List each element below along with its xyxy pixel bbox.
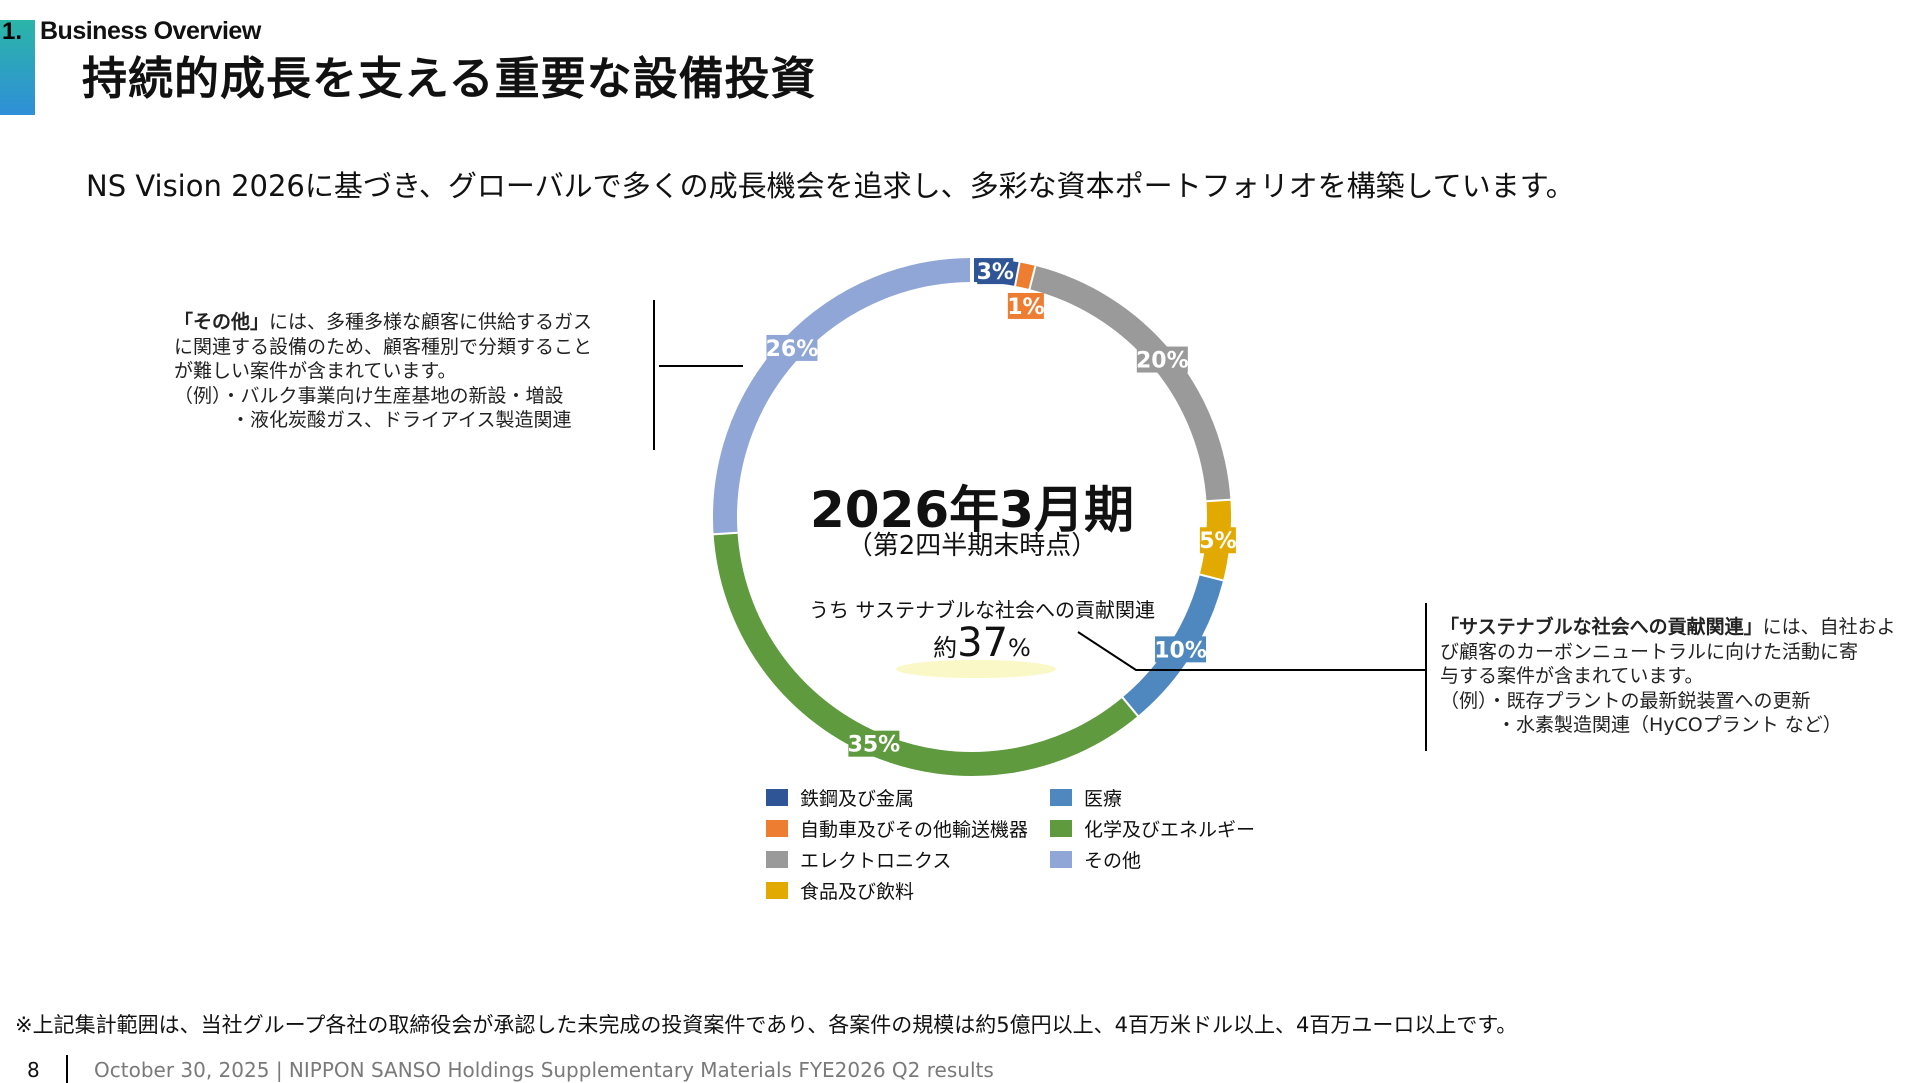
page-title: 持続的成長を支える重要な設備投資 xyxy=(82,52,817,105)
note-line: ・水素製造関連（HyCOプラント など） xyxy=(1440,714,1842,736)
donut-segment-1 xyxy=(1015,262,1037,290)
legend-swatch xyxy=(766,850,788,868)
center-period-note: （第2四半期末時点） xyxy=(846,531,1098,561)
legend-item: 医療 xyxy=(1050,785,1286,810)
legend-item: 鉄鋼及び金属 xyxy=(766,785,1050,810)
sustainable-share: 約37% xyxy=(772,620,1192,666)
sustainable-note: 「サステナブルな社会への貢献関連」には、自社およ び顧客のカーボンニュートラルに… xyxy=(1440,615,1896,738)
data-label: 20% xyxy=(1136,349,1189,374)
bracket-line xyxy=(1425,603,1427,751)
sustainable-share-label: うち サステナブルな社会への貢献関連 xyxy=(809,598,1155,622)
footer-divider xyxy=(66,1055,68,1083)
legend-label: 医療 xyxy=(1084,787,1123,810)
data-label: 5% xyxy=(1199,529,1236,554)
footer-text: October 30, 2025 | NIPPON SANSO Holdings… xyxy=(94,1058,994,1082)
legend-label: 鉄鋼及び金属 xyxy=(800,787,915,810)
note-bold: 「サステナブルな社会への貢献関連」 xyxy=(1440,616,1763,638)
legend-swatch xyxy=(1050,819,1072,837)
legend-label: 食品及び飲料 xyxy=(800,880,915,903)
note-line: （例）・バルク事業向け生産基地の新設・増設 xyxy=(174,384,564,407)
note-line: ・液化炭酸ガス、ドライアイス製造関連 xyxy=(174,409,572,431)
section-title: Business Overview xyxy=(40,17,261,45)
data-label-box xyxy=(1007,292,1044,319)
note-line: には、自社およ xyxy=(1762,616,1896,638)
legend-swatch xyxy=(766,819,788,837)
legend-swatch xyxy=(1050,788,1072,806)
note-bold: 「その他」 xyxy=(174,311,270,333)
bracket-line xyxy=(653,300,655,450)
page-subtitle: NS Vision 2026に基づき、グローバルで多くの成長機会を追求し、多彩な… xyxy=(86,169,1575,203)
legend-item: 食品及び飲料 xyxy=(766,878,1050,903)
legend-swatch xyxy=(766,881,788,899)
data-label: 1% xyxy=(1007,295,1044,320)
legend-swatch xyxy=(1050,850,1072,868)
data-label-box xyxy=(766,334,818,361)
section-number: 1. xyxy=(2,18,23,45)
highlight-ellipse xyxy=(896,660,1056,678)
center-period: 2026年3月期 xyxy=(810,481,1134,539)
other-category-note: 「その他」には、多種多様な顧客に供給するガス に関連する設備のため、顧客種別で分… xyxy=(174,310,592,433)
data-label-box xyxy=(1155,636,1207,663)
note-line: （例）・既存プラントの最新鋭装置への更新 xyxy=(1440,689,1811,712)
legend-swatch xyxy=(766,788,788,806)
share-prefix: 約 xyxy=(933,634,958,662)
share-unit: % xyxy=(1008,634,1031,662)
data-label-box xyxy=(1199,527,1236,554)
legend-label: エレクトロニクス xyxy=(800,849,952,872)
data-label-box xyxy=(977,258,1014,285)
connector-line xyxy=(659,365,743,367)
note-line: 与する案件が含まれています。 xyxy=(1440,665,1704,687)
note-line: び顧客のカーボンニュートラルに向けた活動に寄 xyxy=(1440,640,1859,663)
data-label: 3% xyxy=(977,260,1014,285)
legend-label: その他 xyxy=(1084,849,1142,872)
footnote: ※上記集計範囲は、当社グループ各社の取締役会が承認した未完成の投資案件であり、各… xyxy=(15,1013,1518,1037)
chart-legend: 鉄鋼及び金属 医療自動車及びその他輸送機器 化学及びエネルギーエレクトロニクス その他… xyxy=(766,785,1286,903)
note-line: に関連する設備のため、顧客種別で分類すること xyxy=(174,335,593,358)
page-number: 8 xyxy=(27,1058,40,1082)
legend-label: 自動車及びその他輸送機器 xyxy=(800,818,1029,841)
data-label: 10% xyxy=(1154,638,1207,663)
section-accent-bar xyxy=(0,20,35,115)
data-label-box xyxy=(848,730,900,757)
legend-item: 自動車及びその他輸送機器 xyxy=(766,816,1050,841)
donut-segment-2 xyxy=(1030,266,1231,503)
legend-item: その他 xyxy=(1050,847,1286,872)
share-value: 37 xyxy=(957,620,1009,666)
data-label-box xyxy=(1136,346,1188,373)
segment-gap xyxy=(1205,498,1232,505)
legend-item: エレクトロニクス xyxy=(766,847,1050,872)
data-label: 26% xyxy=(766,337,819,362)
note-line: には、多種多様な顧客に供給するガス xyxy=(269,311,593,333)
legend-label: 化学及びエネルギー xyxy=(1084,818,1256,841)
data-label: 35% xyxy=(848,733,901,758)
legend-item: 化学及びエネルギー xyxy=(1050,816,1286,841)
note-line: が難しい案件が含まれています。 xyxy=(174,360,457,382)
connector-line xyxy=(1077,631,1425,671)
